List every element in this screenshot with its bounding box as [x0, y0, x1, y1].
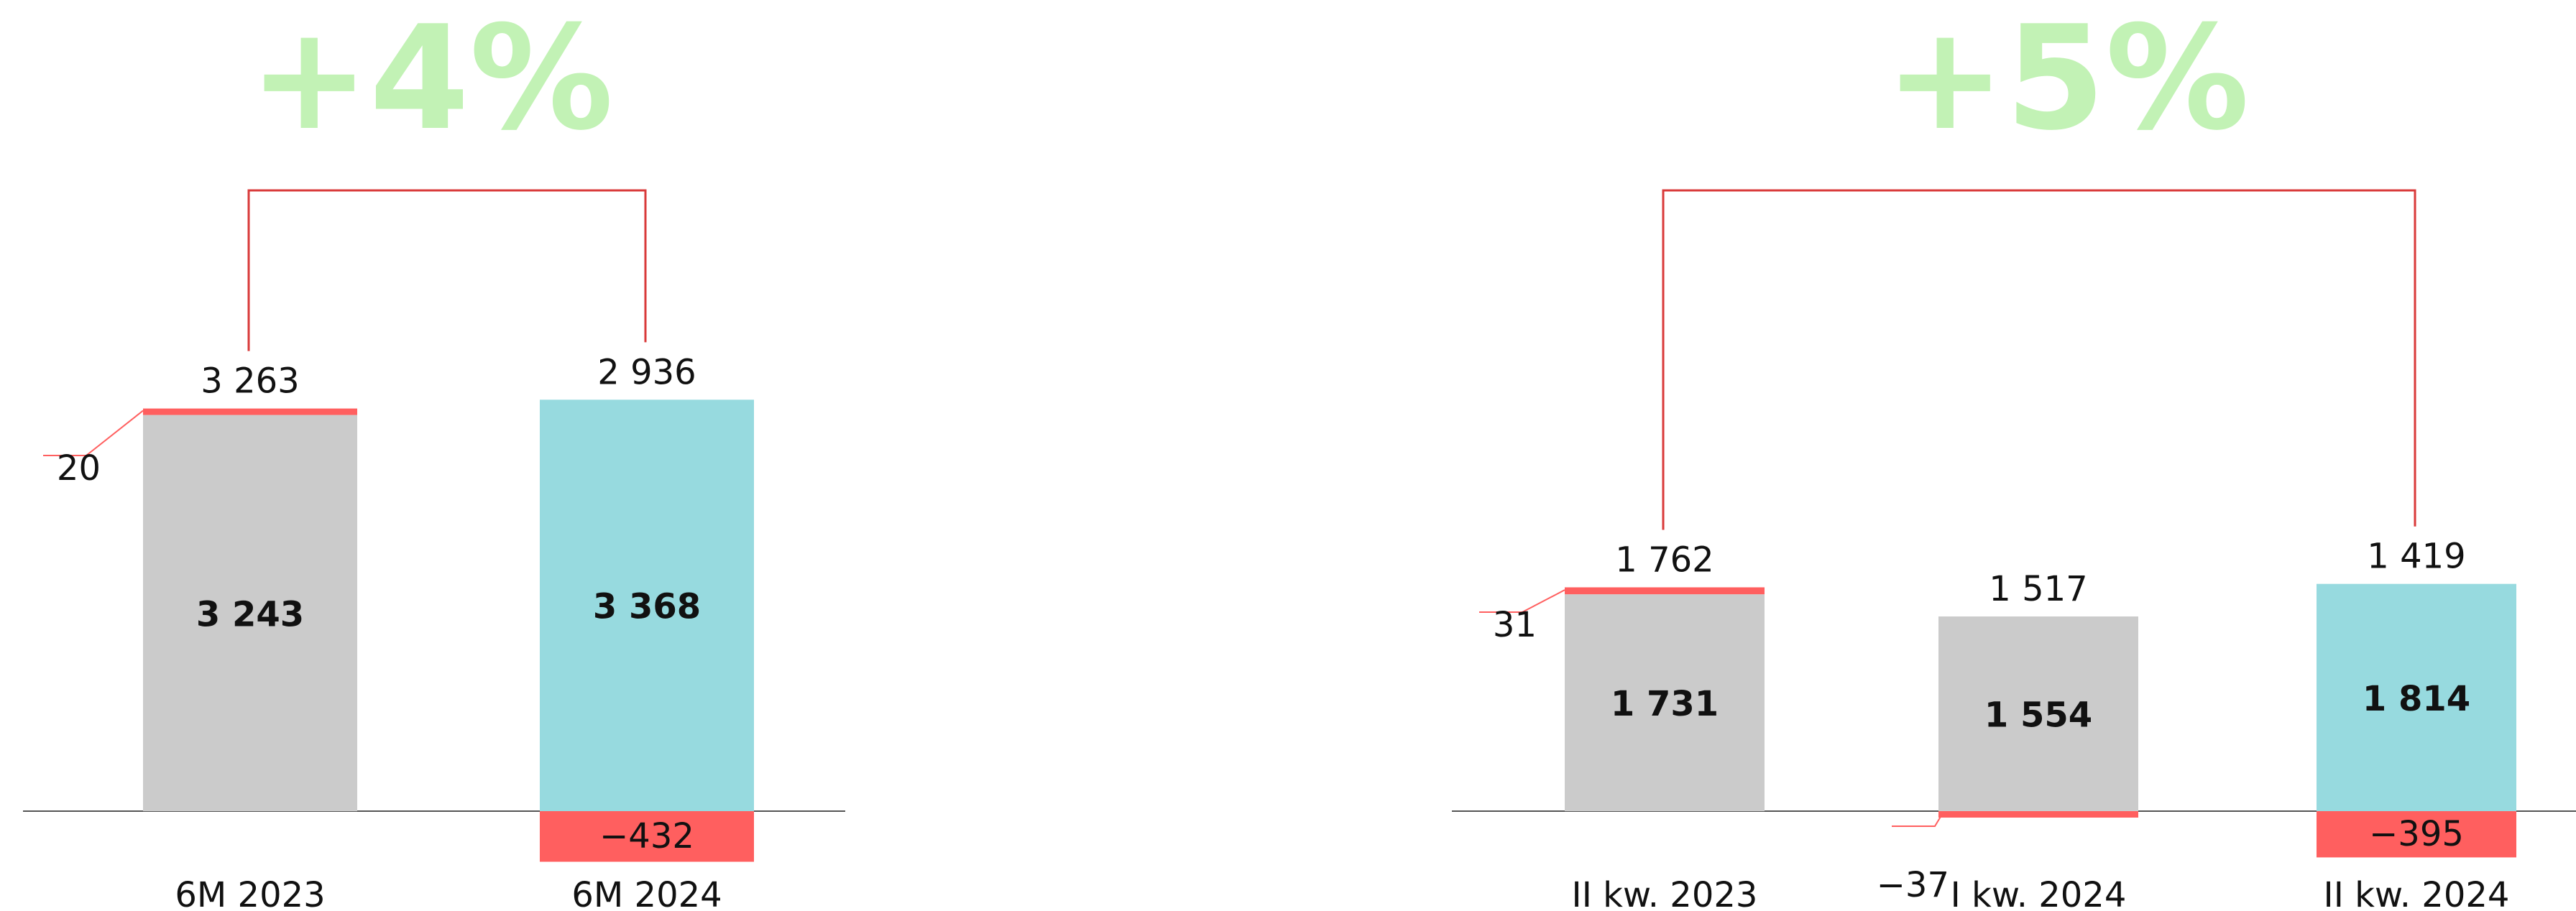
category-label: 6M 2023: [175, 875, 325, 911]
bar: [2317, 583, 2516, 811]
bar: [1938, 616, 2138, 811]
comparison-bracket: [247, 189, 647, 351]
leader-line: [43, 410, 144, 456]
chart-left: +4% 3 243 20 3 263 6M 2023 3 368 −432 2 936 6M …: [23, 0, 845, 911]
category-label: II kw. 2024: [2324, 875, 2510, 911]
bar-value-label: 3 243: [196, 594, 304, 634]
bar-value-label: 1 814: [2363, 679, 2470, 719]
growth-label: +4%: [249, 0, 613, 162]
category-label: I kw. 2024: [1951, 875, 2127, 911]
adjustment-bar: [1565, 587, 1765, 595]
adjustment-label: 31: [1493, 605, 1537, 645]
adjustment-bar: [143, 408, 357, 415]
adjustment-label: 20: [57, 448, 101, 489]
bar: [1565, 594, 1765, 811]
adjustment-bar: [1938, 811, 2138, 818]
adjustment-bar: [540, 811, 754, 862]
adjustment-label: −432: [599, 816, 694, 856]
total-label: 3 263: [201, 361, 299, 402]
bar: [143, 415, 357, 811]
comparison-bracket: [1662, 189, 2416, 530]
leader-line: [1892, 815, 1942, 827]
total-label: 2 936: [597, 352, 696, 392]
growth-label: +5%: [1885, 0, 2249, 162]
leader-line: [1479, 589, 1565, 613]
bar-value-label: 3 368: [593, 587, 701, 627]
adjustment-label: −37: [1877, 865, 1949, 905]
adjustment-bar: [2317, 811, 2516, 858]
bar: [540, 399, 754, 811]
total-label: 1 762: [1615, 540, 1714, 580]
chart-right: +5% 1 731 31 1 762 II kw. 2023 1 554 −37 1 517…: [1452, 0, 2576, 911]
category-label: II kw. 2023: [1572, 875, 1758, 911]
category-label: 6M 2024: [571, 875, 722, 911]
bar-value-label: 1 731: [1611, 684, 1719, 724]
adjustment-label: −395: [2369, 814, 2464, 854]
total-label: 1 517: [1989, 569, 2087, 609]
total-label: 1 419: [2367, 537, 2465, 577]
bar-value-label: 1 554: [1984, 695, 2092, 736]
